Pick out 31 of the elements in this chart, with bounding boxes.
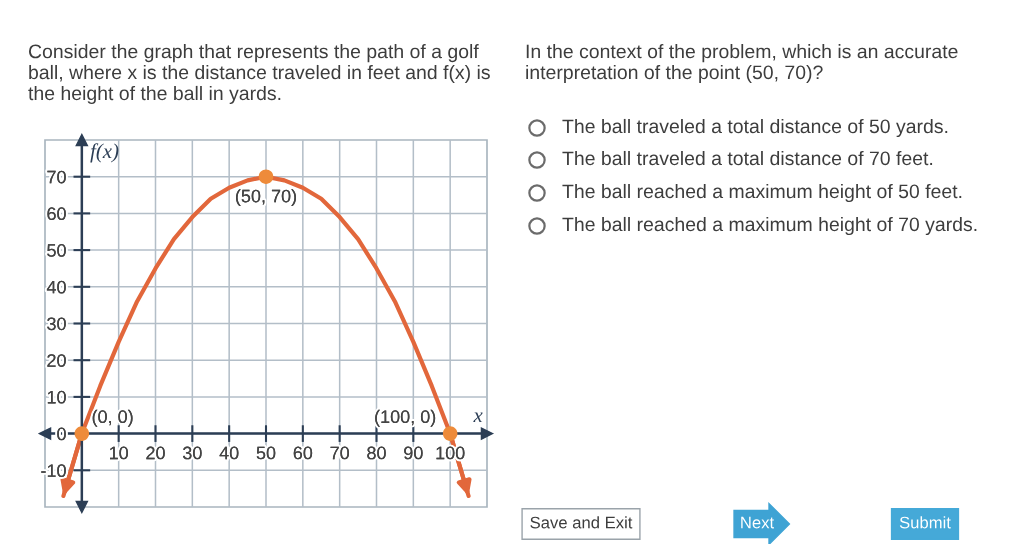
text: Next [741,516,775,529]
y-tick-label: 40 [46,280,66,294]
x-tick-label: 50 [256,446,276,460]
y-tick-label: 20 [47,354,66,367]
y-tick-label: 10 [47,390,66,404]
x-tick-label: 10 [110,446,128,460]
y-tick-label: 60 [47,207,66,221]
text: The ball traveled a total distance of 70 feet. [562,150,933,166]
y-tick-label: 30 [47,317,66,331]
x-tick-label: 80 [367,446,386,460]
y-tick-label: 70 [47,170,66,184]
x-axis-title: x [473,412,483,423]
y-tick-label: 50 [47,244,66,257]
text: Save and Exit [530,516,633,529]
x-tick-label: 60 [293,446,313,460]
x-tick-label: 20 [146,446,165,460]
y-tick-label: -10 [41,464,66,478]
y-axis-title: f(x) [90,143,119,163]
chart-title: Consider the graph that represents the path of a golf ball, where x is the distance traveled in feet and f(x) is the height of the ball in yards. [28,44,490,105]
x-tick-label: 90 [404,446,423,460]
text: The ball reached a maximum height of 50 feet. [562,183,962,203]
x-tick-label: 30 [182,446,202,460]
text: The ball reached a maximum height of 70 yards. [562,216,977,236]
annotation: (100, 0) [375,409,436,427]
x-tick-label: 70 [330,446,349,460]
text: Submit [899,516,951,529]
x-tick-label: 40 [219,446,239,460]
text: In the context of the problem, which is an accurate interpretation of the point (50, 70)? [526,44,958,84]
annotation: (0, 0) [92,409,133,427]
text: The ball traveled a total distance of 50 yards. [562,118,948,138]
annotation: (50, 70) [236,189,296,207]
